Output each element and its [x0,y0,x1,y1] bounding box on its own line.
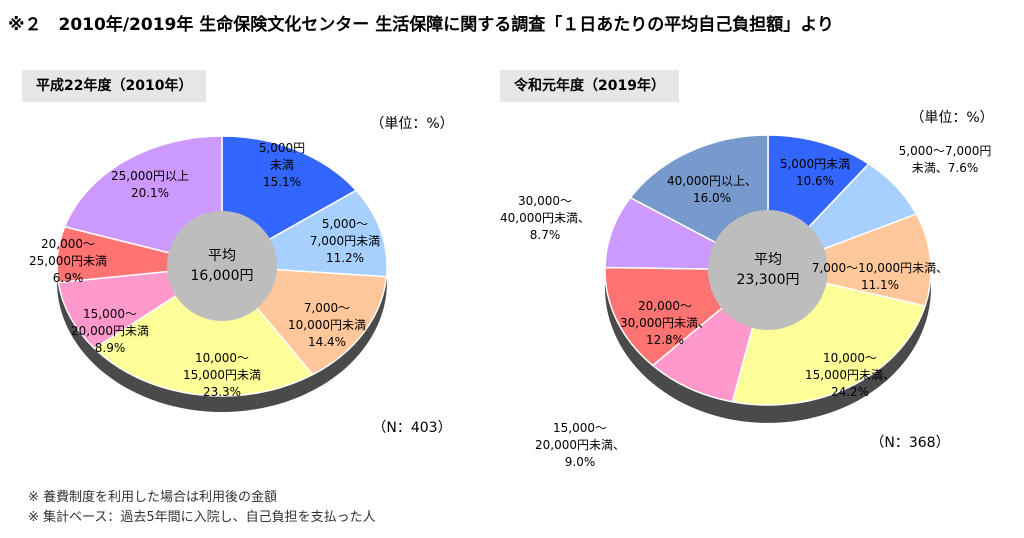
pie-data-label: 7,000～10,000円未満、 11.1% [812,261,948,292]
pie-data-label: 7,000～ 10,000円未満 14.4% [288,301,366,349]
footnote-1: ※ 養費制度を利用した場合は利用後の金額 [28,490,278,505]
pie-2010: 平均 16,000円 5,000円未満 15.1%5,000～ 7,000円未満 11.2… [29,135,388,412]
pie-center-label: 平均 16,000円 [191,248,254,284]
pie-slice [93,265,314,397]
pie-2019: 平均 23,300円 5,000円未満 10.6% 5,000～7,000円未満、7.6… [500,134,992,469]
pie-center [708,210,828,330]
pie-data-label: 5,000～7,000円未満、7.6% [899,144,992,175]
page-title: ※２ 2010年/2019年 生命保険文化センター 生活保障に関する調査「１日あ… [8,15,834,35]
n-label-2019: （N：368） [870,435,949,451]
pie-data-label: 5,000～ 7,000円未満 11.2% [310,217,380,265]
pie-data-label: 30,000～ 40,000円未満、 8.7% [500,194,590,242]
chart-2010-title: 平成22年度（2010年） [22,70,207,102]
unit-label-2010: （単位：%） [370,116,453,132]
pie-data-label: 20,000～ 25,000円未満 6.9% [29,237,107,285]
pie-data-label: 20,000～ 30,000円未満、 12.8% [620,299,710,347]
unit-label-2019: （単位：%） [910,110,993,126]
footnote-2: ※ 集計ベース：過去5年間に入院し、自己負担を支払った人 [28,510,376,525]
pie-data-label: 10,000～ 15,000円未満 23.3% [183,351,261,399]
pie-data-label: 5,000円未満 10.6% [780,157,850,188]
pie-data-label: 15,000～ 20,000円未満、 9.0% [535,421,625,469]
pie-data-label: 15,000～ 20,000円未満 8.9% [71,307,149,355]
pie-center [167,211,277,321]
pie-data-label: 25,000円以上 20.1% [111,169,189,200]
pie-center-label: 平均 23,300円 [737,252,800,288]
pie-data-label: 5,000円未満 15.1% [259,141,305,189]
n-label-2010: （N：403） [372,420,451,436]
chart-2019-title: 令和元年度（2019年） [500,70,679,102]
pie-slice [765,213,932,307]
pie-data-label: 40,000円以上、 16.0% [667,174,757,205]
pie-data-label: 10,000～ 15,000円未満、 24.2% [805,351,895,399]
